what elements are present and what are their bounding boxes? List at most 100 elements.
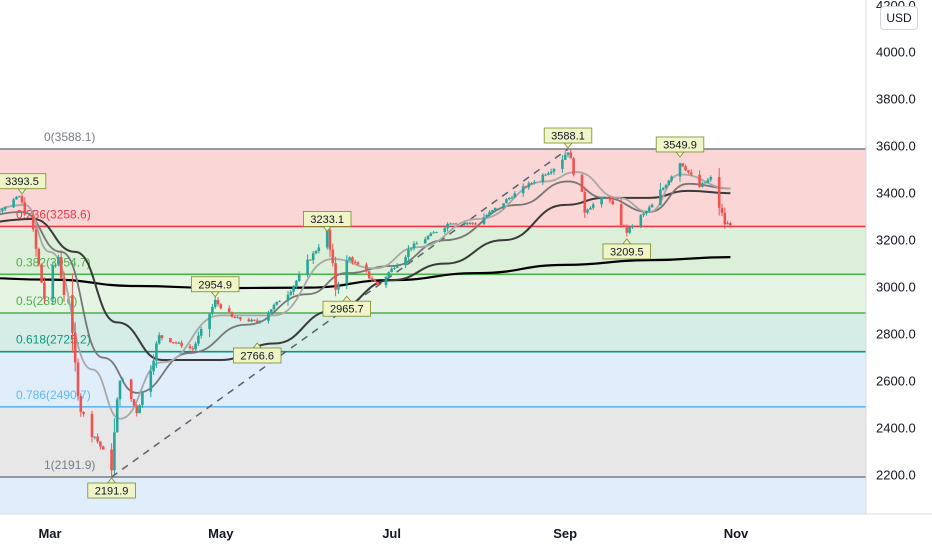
candle-body [491,210,494,212]
candle [698,170,701,188]
candle-body [698,174,701,187]
candle [521,183,525,197]
candle-body [670,176,673,181]
candle [23,197,27,216]
candle [169,337,172,343]
candle [664,183,668,189]
candle-body [451,223,455,225]
candle [370,275,374,282]
candle-body [603,197,606,199]
candle [71,273,74,353]
candle [723,207,727,229]
candle [468,221,472,225]
candle-body [208,313,211,330]
candle [62,271,66,302]
candle [110,443,113,477]
candle-body [197,335,200,344]
candle-body [387,272,391,277]
candle [17,195,21,198]
candle [580,174,584,193]
fib-band-0.5 [0,313,866,352]
y-tick-label: 3400.0 [876,186,916,201]
tag-box [655,136,705,153]
y-axis[interactable]: 2200.0 2400.0 2600.0 2800.0 3000.0 3200.0 3400… [865,0,932,550]
x-tick-Sep: Sep [553,526,577,541]
candle-body [250,319,253,322]
candle [289,289,293,296]
candle [174,341,178,345]
y-tick-label: 3000.0 [876,280,916,295]
candle-body [138,405,141,414]
fib-bands [0,149,866,514]
candle-body [188,346,192,349]
candle [328,228,332,258]
candle-body [589,207,592,210]
candle [605,197,609,199]
candle [426,235,430,241]
candle [661,186,665,191]
candle [51,261,55,305]
tag-text: 3588.1 [551,131,585,143]
candle-body [275,301,279,305]
candle-body [703,182,707,184]
candle-body [20,196,24,203]
candle-body [471,222,475,224]
candle [628,226,631,234]
trendline[interactable] [111,148,569,478]
candle-body [219,304,223,309]
candle [286,290,290,306]
candle [15,195,18,200]
candle-body [622,225,626,227]
price-tags: 3393.5 3233.1 2954.9 2965.7 2766.6 2191.9 3588… [0,127,705,499]
candle-body [160,335,164,339]
candle-body [132,399,136,406]
candle-body [667,180,671,186]
x-tick-May: May [208,526,234,541]
candle [376,281,379,287]
candle-body [723,212,727,225]
candle [415,241,419,245]
candle [491,209,494,213]
candle [505,198,508,204]
candle-body [510,197,514,199]
candle-body [62,277,66,296]
candle-body [211,306,214,314]
candle [76,358,80,401]
candle-body [586,209,589,213]
candle-body [93,436,97,438]
candle [351,256,354,265]
candle [642,212,645,218]
candle-body [684,166,687,171]
candle [311,251,315,264]
candle [292,284,295,296]
candle-body [194,343,197,350]
candle-body [373,280,377,282]
fib-band-0.618 [0,351,866,407]
candle [451,223,455,225]
candle-body [449,223,452,225]
candle [482,213,486,225]
fib-band-0.236 [0,226,866,275]
candle [331,243,335,267]
currency-button[interactable]: USD [880,6,918,30]
candle [353,259,357,264]
x-tick-Nov: Nov [724,526,749,541]
candle [684,164,687,172]
candle [129,378,133,402]
candle-body [115,399,119,433]
candle-body [247,319,251,322]
candle [678,162,682,182]
y-tick-label: 2200.0 [876,468,916,483]
candle-body [331,249,335,264]
candle-body [258,320,262,323]
candle [149,365,153,398]
y-tick-label: 3200.0 [876,233,916,248]
candle [485,213,489,218]
candle [295,279,298,289]
candle-body [306,259,309,275]
candle-body [23,202,27,215]
x-axis[interactable]: Mar May Jul Sep Nov [0,513,932,550]
fib-label-0.5: 0.5(2890.0) [16,294,77,308]
candle [247,317,251,323]
